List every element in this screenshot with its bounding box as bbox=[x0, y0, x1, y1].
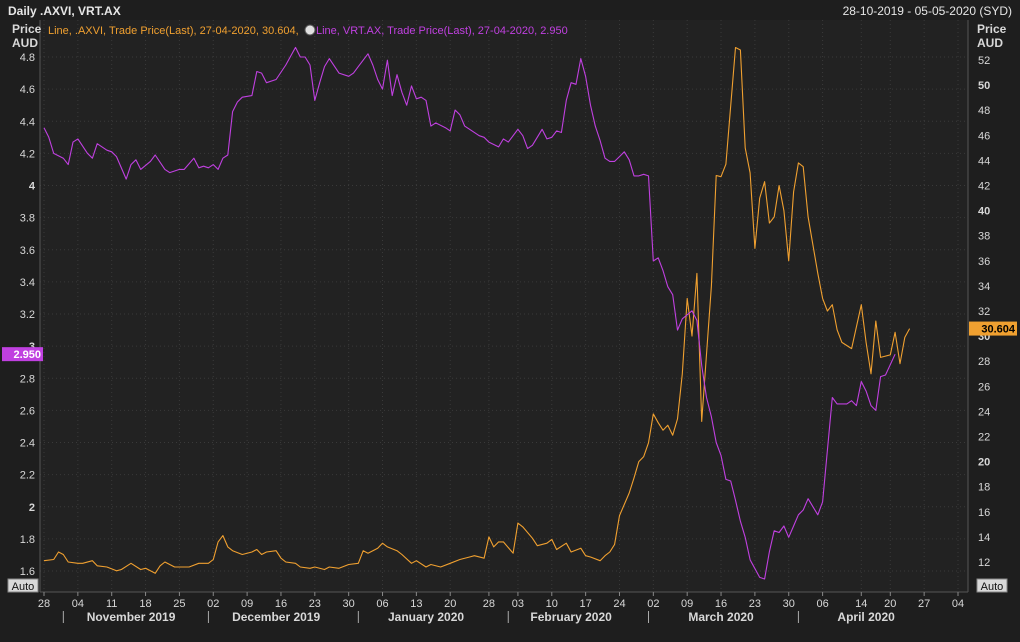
left-tick-label: 4.6 bbox=[20, 84, 35, 96]
left-axis-unit: Price bbox=[12, 22, 42, 36]
left-tick-label: 4 bbox=[29, 181, 36, 193]
month-label: January 2020 bbox=[388, 610, 464, 624]
axvi-last-value: 30.604 bbox=[981, 324, 1016, 336]
right-tick-label: 36 bbox=[978, 256, 990, 268]
right-tick-label: 12 bbox=[978, 557, 990, 569]
x-tick-label: 03 bbox=[512, 598, 524, 610]
left-tick-label: 3.2 bbox=[20, 309, 35, 321]
x-tick-label: 11 bbox=[106, 598, 117, 610]
right-tick-label: 52 bbox=[978, 55, 990, 67]
right-tick-label: 20 bbox=[978, 457, 990, 469]
right-tick-label: 16 bbox=[978, 507, 990, 519]
right-axis-unit-2: AUD bbox=[977, 36, 1003, 50]
left-tick-label: 4.4 bbox=[20, 116, 35, 128]
x-tick-label: 20 bbox=[884, 598, 896, 610]
x-tick-label: 09 bbox=[681, 598, 693, 610]
month-label: December 2019 bbox=[232, 610, 320, 624]
left-tick-label: 1.8 bbox=[20, 534, 35, 546]
plot-area bbox=[40, 20, 968, 592]
right-tick-label: 14 bbox=[978, 532, 990, 544]
auto-left-label: Auto bbox=[12, 581, 35, 593]
left-tick-label: 3.6 bbox=[20, 245, 35, 257]
auto-left-button[interactable] bbox=[7, 578, 39, 593]
x-tick-label: 04 bbox=[72, 598, 84, 610]
x-tick-label: 30 bbox=[343, 598, 355, 610]
x-tick-label: 18 bbox=[139, 598, 151, 610]
x-tick-label: 28 bbox=[38, 598, 50, 610]
x-tick-label: 02 bbox=[647, 598, 659, 610]
vrt-last-value-box bbox=[2, 347, 43, 362]
left-tick-label: 2 bbox=[29, 502, 35, 514]
left-tick-label: 4.2 bbox=[20, 148, 35, 160]
x-tick-label: 20 bbox=[444, 598, 456, 610]
vrt-last-value: 2.950 bbox=[13, 349, 41, 361]
x-tick-label: 13 bbox=[410, 598, 422, 610]
left-tick-label: 3 bbox=[29, 341, 35, 353]
x-tick-label: 06 bbox=[376, 598, 388, 610]
right-tick-label: 44 bbox=[978, 155, 990, 167]
left-tick-label: 3.8 bbox=[20, 213, 35, 225]
month-label: April 2020 bbox=[837, 610, 895, 624]
x-tick-label: 02 bbox=[207, 598, 219, 610]
x-tick-label: 14 bbox=[855, 598, 867, 610]
left-tick-label: 4.8 bbox=[20, 52, 35, 64]
right-tick-label: 48 bbox=[978, 105, 990, 117]
x-tick-label: 09 bbox=[241, 598, 253, 610]
x-tick-label: 30 bbox=[783, 598, 795, 610]
left-tick-label: 2.6 bbox=[20, 405, 35, 417]
right-tick-label: 40 bbox=[978, 206, 990, 218]
legend-axvi: Line, .AXVI, Trade Price(Last), 27-04-20… bbox=[48, 25, 299, 37]
x-tick-label: 10 bbox=[546, 598, 558, 610]
auto-right-button[interactable] bbox=[976, 578, 1008, 593]
right-tick-label: 28 bbox=[978, 356, 990, 368]
left-tick-label: 3.4 bbox=[20, 277, 35, 289]
right-tick-label: 32 bbox=[978, 306, 990, 318]
right-tick-label: 50 bbox=[978, 80, 990, 92]
right-tick-label: 38 bbox=[978, 231, 990, 243]
right-tick-label: 42 bbox=[978, 181, 990, 193]
month-label: March 2020 bbox=[688, 610, 754, 624]
right-tick-label: 26 bbox=[978, 381, 990, 393]
month-label: February 2020 bbox=[530, 610, 612, 624]
right-tick-label: 34 bbox=[978, 281, 990, 293]
x-tick-label: 28 bbox=[483, 598, 495, 610]
left-tick-label: 2.2 bbox=[20, 470, 35, 482]
x-tick-label: 27 bbox=[918, 598, 930, 610]
axvi-last-value-box bbox=[969, 321, 1017, 336]
x-tick-label: 06 bbox=[816, 598, 828, 610]
right-tick-label: 22 bbox=[978, 432, 990, 444]
x-tick-label: 17 bbox=[580, 598, 592, 610]
x-tick-label: 23 bbox=[749, 598, 761, 610]
x-tick-label: 16 bbox=[715, 598, 727, 610]
clock-icon bbox=[304, 24, 316, 36]
x-tick-label: 16 bbox=[275, 598, 287, 610]
right-tick-label: 46 bbox=[978, 130, 990, 142]
auto-right-label: Auto bbox=[981, 581, 1004, 593]
axvi-series-line bbox=[43, 46, 911, 574]
month-label: November 2019 bbox=[87, 610, 176, 624]
x-tick-label: 24 bbox=[613, 598, 625, 610]
left-tick-label: 2.8 bbox=[20, 373, 35, 385]
right-tick-label: 18 bbox=[978, 482, 990, 494]
left-tick-label: 2.4 bbox=[20, 438, 35, 450]
right-tick-label: 24 bbox=[978, 406, 990, 418]
legend-vrt: Line, VRT.AX, Trade Price(Last), 27-04-2… bbox=[316, 25, 568, 37]
left-axis-unit-2: AUD bbox=[12, 36, 38, 50]
left-tick-label: 1.6 bbox=[20, 566, 35, 578]
x-tick-label: 04 bbox=[952, 598, 964, 610]
x-tick-label: 23 bbox=[309, 598, 321, 610]
right-axis-unit: Price bbox=[977, 22, 1007, 36]
chart-title: Daily .AXVI, VRT.AX bbox=[8, 4, 121, 18]
vrt-series-line bbox=[43, 46, 896, 580]
date-range: 28-10-2019 - 05-05-2020 (SYD) bbox=[842, 4, 1012, 18]
x-tick-label: 25 bbox=[173, 598, 185, 610]
